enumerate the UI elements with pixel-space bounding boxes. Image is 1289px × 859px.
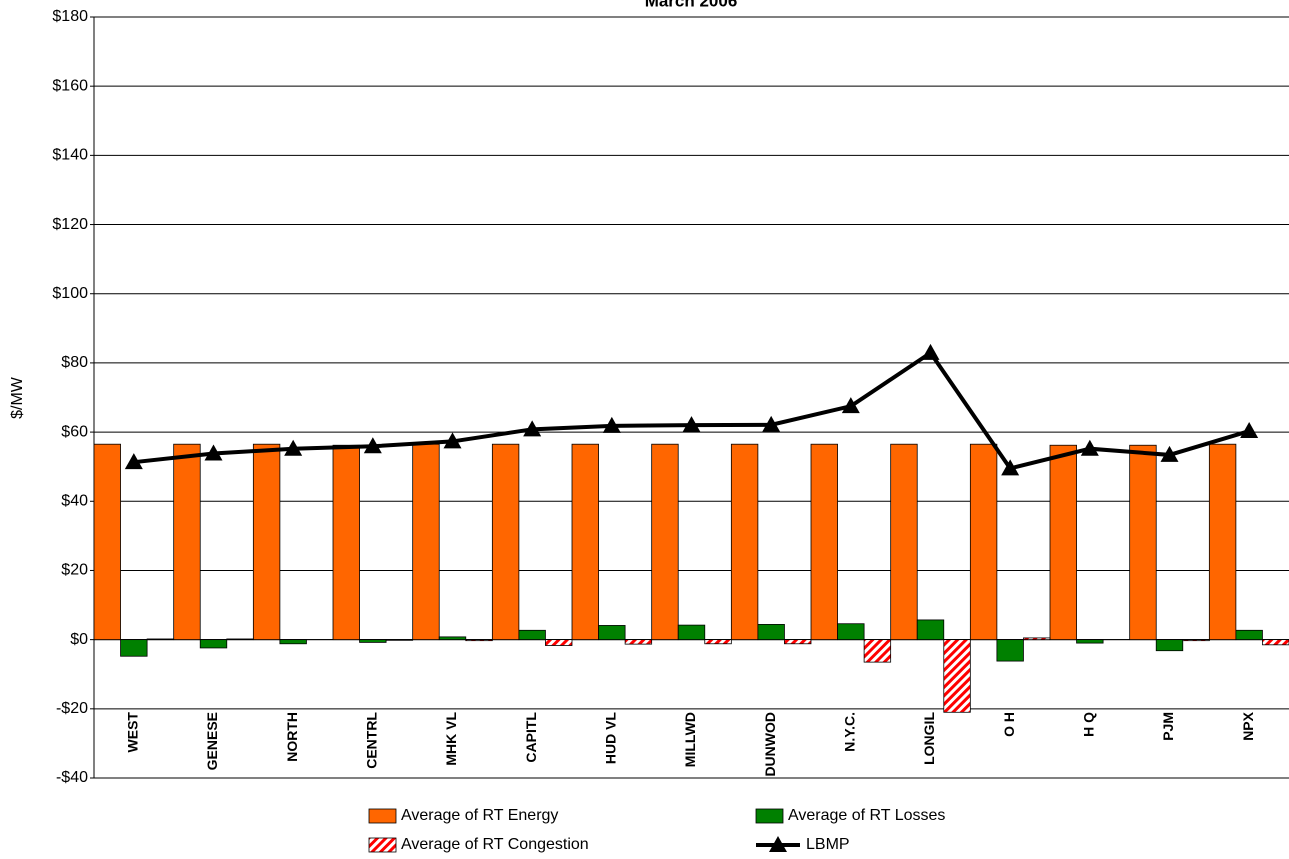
bar bbox=[412, 443, 440, 641]
marker bbox=[762, 415, 781, 432]
bar bbox=[120, 639, 148, 657]
marker bbox=[363, 437, 382, 454]
x-tick-label: MHK VL bbox=[443, 712, 459, 766]
bar bbox=[1155, 639, 1184, 652]
y-tick-label: $0 bbox=[70, 631, 88, 648]
bar bbox=[173, 443, 201, 641]
x-tick-label: H Q bbox=[1081, 712, 1097, 737]
legend-swatch bbox=[368, 808, 397, 824]
marker bbox=[284, 439, 303, 456]
bar bbox=[1129, 444, 1157, 641]
bar bbox=[1235, 629, 1263, 641]
marker bbox=[523, 420, 542, 437]
bar bbox=[385, 639, 414, 641]
y-tick-label: -$40 bbox=[56, 769, 88, 786]
x-tick-label: MILLWD bbox=[682, 712, 698, 767]
marker bbox=[124, 453, 143, 470]
marker bbox=[1160, 445, 1179, 462]
x-tick-label: NORTH bbox=[284, 712, 300, 762]
bar bbox=[252, 443, 281, 641]
x-tick-label: HUD VL bbox=[603, 712, 619, 765]
legend-swatch bbox=[755, 808, 784, 824]
marker bbox=[682, 416, 701, 433]
bar bbox=[624, 639, 653, 645]
legend-label: Average of RT Losses bbox=[788, 807, 945, 824]
y-tick-label: $20 bbox=[61, 562, 88, 579]
bar bbox=[651, 443, 679, 641]
y-tick-label: $60 bbox=[61, 423, 88, 440]
bar bbox=[491, 443, 520, 641]
bar bbox=[890, 443, 918, 641]
x-tick-label: WEST bbox=[125, 712, 141, 753]
marker bbox=[443, 432, 462, 449]
y-tick-label: $160 bbox=[52, 77, 88, 94]
bar bbox=[1262, 639, 1289, 646]
y-tick-label: $40 bbox=[61, 492, 88, 509]
bar bbox=[545, 639, 573, 646]
legend-label: Average of RT Energy bbox=[401, 807, 558, 824]
y-tick-label: $80 bbox=[61, 354, 88, 371]
bar bbox=[1023, 637, 1051, 641]
bar bbox=[916, 619, 945, 641]
bar bbox=[943, 639, 971, 713]
bar bbox=[438, 636, 467, 641]
line bbox=[133, 350, 1250, 471]
bar bbox=[1208, 443, 1237, 641]
bar bbox=[226, 638, 254, 641]
bar bbox=[1182, 639, 1210, 642]
bar bbox=[704, 639, 732, 645]
bar bbox=[730, 443, 759, 641]
marker bbox=[204, 444, 223, 461]
legend-label: LBMP bbox=[806, 836, 850, 853]
bar bbox=[810, 443, 838, 641]
legend-swatch bbox=[368, 837, 397, 853]
bar bbox=[359, 639, 387, 643]
x-tick-label: NPX bbox=[1240, 711, 1256, 740]
bar bbox=[571, 443, 599, 641]
marker bbox=[1080, 439, 1099, 456]
bar bbox=[279, 639, 307, 645]
y-tick-label: $140 bbox=[52, 147, 88, 164]
x-tick-label: CENTRL bbox=[364, 712, 380, 769]
bar bbox=[93, 443, 121, 641]
bar bbox=[199, 639, 228, 649]
x-tick-label: N.Y.C. bbox=[842, 712, 858, 752]
marker bbox=[1240, 422, 1259, 439]
bar bbox=[598, 625, 626, 641]
bar bbox=[757, 624, 785, 641]
marker bbox=[921, 343, 940, 360]
bar bbox=[677, 624, 706, 641]
legend-label: Average of RT Congestion bbox=[401, 836, 589, 853]
chart-title: March 2006 bbox=[645, 0, 738, 10]
y-axis-label: $/MW bbox=[9, 376, 26, 419]
y-tick-label: $180 bbox=[52, 8, 88, 25]
bar bbox=[996, 639, 1024, 662]
marker bbox=[841, 397, 860, 414]
bar bbox=[1049, 444, 1077, 641]
y-tick-label: $120 bbox=[52, 216, 88, 233]
y-tick-label: -$20 bbox=[56, 700, 88, 717]
x-tick-label: GENESE bbox=[204, 712, 220, 770]
marker bbox=[602, 416, 621, 433]
legend-marker bbox=[769, 836, 787, 852]
x-tick-label: DUNWOD bbox=[762, 712, 778, 777]
bar bbox=[146, 638, 175, 641]
x-tick-label: LONGIL bbox=[921, 712, 937, 765]
y-tick-label: $100 bbox=[52, 285, 88, 302]
bar bbox=[518, 629, 546, 641]
bar bbox=[969, 443, 998, 641]
x-tick-label: CAPITL bbox=[523, 712, 539, 763]
bar bbox=[465, 639, 493, 642]
bar bbox=[837, 623, 865, 641]
bar bbox=[332, 444, 360, 641]
bar bbox=[784, 639, 812, 645]
x-tick-label: O H bbox=[1001, 712, 1017, 737]
marker bbox=[1001, 459, 1020, 476]
bar bbox=[1076, 639, 1104, 644]
bar bbox=[863, 639, 892, 663]
x-tick-label: PJM bbox=[1160, 712, 1176, 741]
